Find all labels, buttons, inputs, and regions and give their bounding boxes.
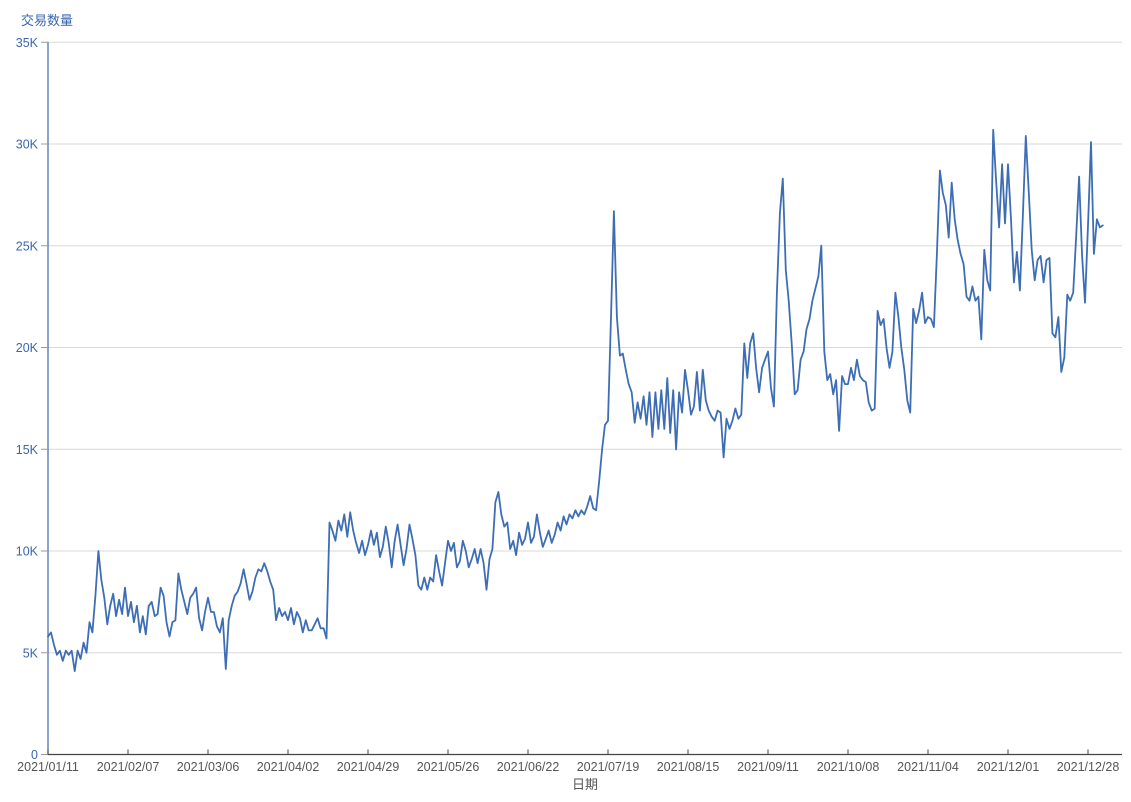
x-tick-label: 2021/05/26 — [417, 760, 480, 774]
x-tick-label: 2021/07/19 — [577, 760, 640, 774]
x-tick-label: 2021/10/08 — [817, 760, 880, 774]
y-tick-label: 20K — [16, 341, 39, 355]
x-tick-label: 2021/03/06 — [177, 760, 240, 774]
data-line-series[interactable] — [47, 128, 1104, 672]
x-tick-label: 2021/06/22 — [497, 760, 560, 774]
x-tick-label: 2021/12/28 — [1057, 760, 1120, 774]
x-tick-label: 2021/01/11 — [17, 760, 79, 774]
x-axis-title: 日期 — [571, 777, 598, 792]
x-tick-label: 2021/02/07 — [97, 760, 160, 774]
y-tick-label: 25K — [16, 239, 39, 253]
y-tick-label: 5K — [23, 646, 39, 660]
x-tick-label: 2021/09/11 — [737, 760, 799, 774]
y-tick-label: 15K — [16, 443, 39, 457]
y-axis-title: 交易数量 — [21, 13, 74, 28]
y-tick-label: 0 — [31, 748, 38, 762]
x-tick-label: 2021/12/01 — [977, 760, 1040, 774]
x-tick-label: 2021/04/02 — [257, 760, 320, 774]
x-tick-label: 2021/08/15 — [657, 760, 720, 774]
y-tick-label: 35K — [16, 36, 39, 50]
y-tick-label: 10K — [16, 545, 39, 559]
y-tick-label: 30K — [16, 138, 39, 152]
x-tick-label: 2021/04/29 — [337, 760, 400, 774]
x-tick-label: 2021/11/04 — [897, 760, 959, 774]
